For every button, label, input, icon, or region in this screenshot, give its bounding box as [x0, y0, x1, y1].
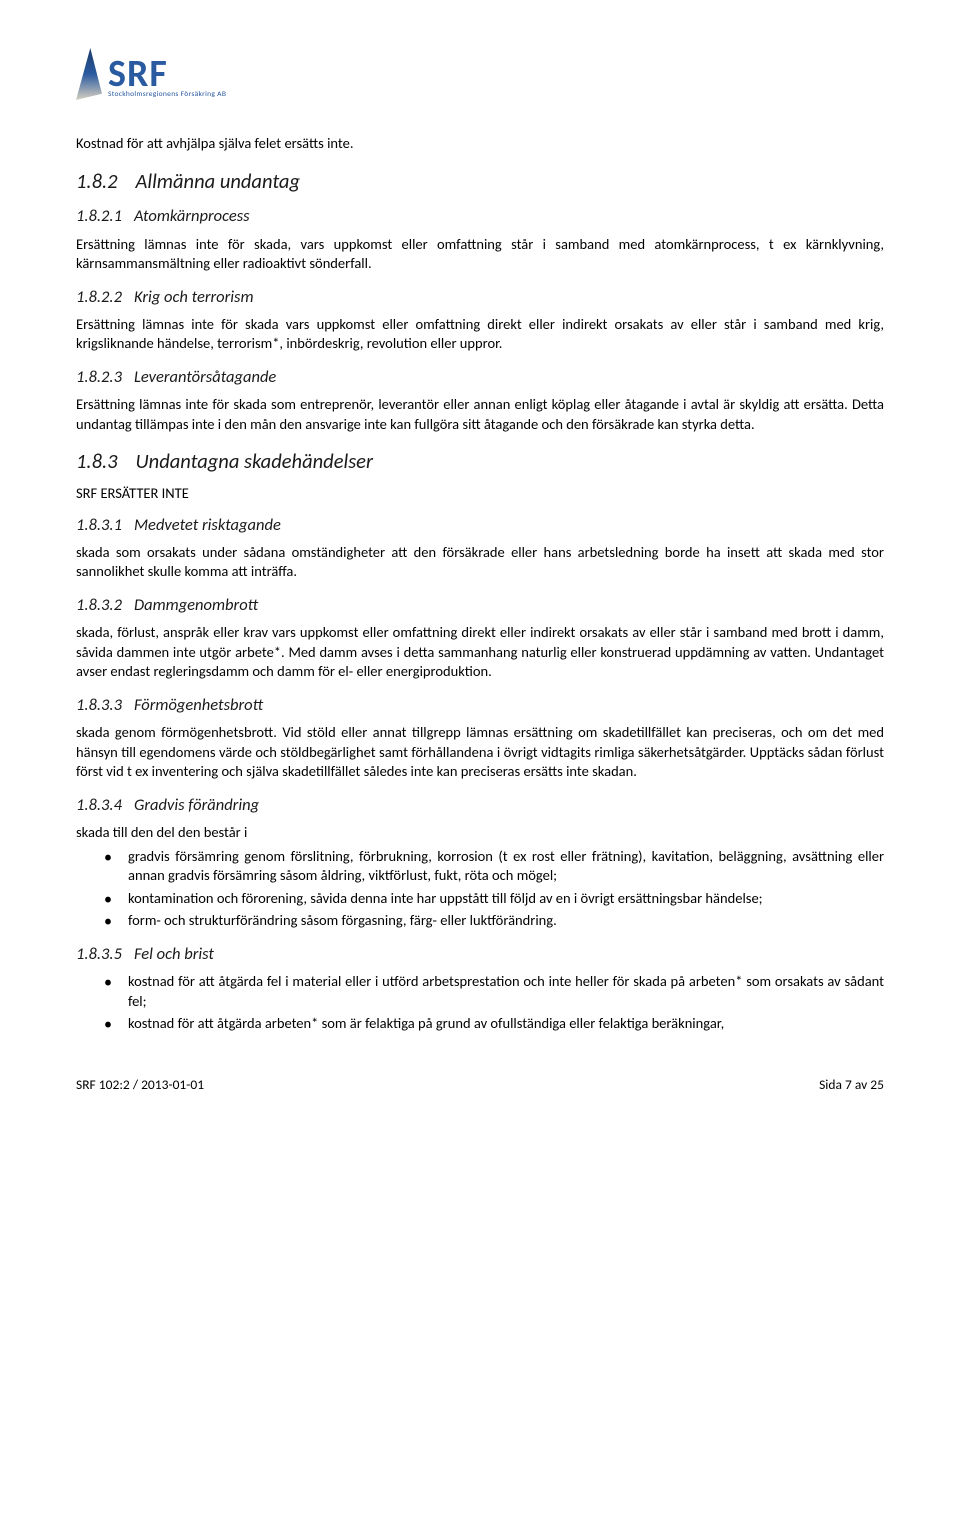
list-item: kontamination och förorening, såvida den… — [104, 889, 884, 909]
heading-1-8-3: 1.8.3 Undantagna skadehändelser — [76, 448, 884, 476]
body-1-8-2-3: Ersättning lämnas inte för skada som ent… — [76, 395, 884, 434]
lead-1-8-3-4: skada till den del den består i — [76, 823, 884, 843]
heading-title: Förmögenhetsbrott — [134, 695, 263, 715]
heading-number: 1.8.2 — [76, 168, 118, 194]
list-item: kostnad för att åtgärda fel i material e… — [104, 972, 884, 1011]
heading-number: 1.8.3.3 — [76, 695, 122, 715]
heading-1-8-2: 1.8.2 Allmänna undantag — [76, 168, 884, 196]
logo-text: SRF Stockholmsregionens Försäkring AB — [108, 58, 226, 100]
heading-1-8-2-1: 1.8.2.1 Atomkärnprocess — [76, 205, 884, 227]
heading-title: Undantagna skadehändelser — [136, 448, 373, 474]
intro-paragraph: Kostnad för att avhjälpa själva felet er… — [76, 134, 884, 154]
body-1-8-3-3: skada genom förmögenhetsbrott. Vid stöld… — [76, 723, 884, 782]
body-1-8-3-2: skada, förlust, anspråk eller krav vars … — [76, 623, 884, 682]
list-1-8-3-4: gradvis försämring genom förslitning, fö… — [104, 847, 884, 931]
heading-title: Atomkärnprocess — [134, 206, 250, 226]
heading-number: 1.8.2.1 — [76, 206, 122, 226]
heading-1-8-2-3: 1.8.2.3 Leverantörsåtagande — [76, 366, 884, 388]
page-footer: SRF 102:2 / 2013-01-01 Sida 7 av 25 — [76, 1076, 884, 1094]
heading-title: Gradvis förändring — [134, 795, 259, 815]
logo-subtitle: Stockholmsregionens Försäkring AB — [108, 90, 226, 100]
heading-number: 1.8.3.1 — [76, 515, 122, 535]
heading-1-8-3-4: 1.8.3.4 Gradvis förändring — [76, 794, 884, 816]
heading-title: Fel och brist — [134, 944, 214, 964]
heading-title: Dammgenombrott — [134, 595, 258, 615]
body-1-8-2-2: Ersättning lämnas inte för skada vars up… — [76, 315, 884, 354]
heading-1-8-3-5: 1.8.3.5 Fel och brist — [76, 943, 884, 965]
heading-number: 1.8.2.2 — [76, 287, 122, 307]
heading-1-8-3-1: 1.8.3.1 Medvetet risktagande — [76, 514, 884, 536]
heading-title: Medvetet risktagande — [134, 515, 281, 535]
list-item: kostnad för att åtgärda arbeten* som är … — [104, 1014, 884, 1034]
heading-1-8-3-2: 1.8.3.2 Dammgenombrott — [76, 594, 884, 616]
list-item: form- och strukturförändring såsom förga… — [104, 911, 884, 931]
heading-number: 1.8.3.5 — [76, 944, 122, 964]
list-1-8-3-5: kostnad för att åtgärda fel i material e… — [104, 972, 884, 1034]
heading-number: 1.8.3.2 — [76, 595, 122, 615]
heading-number: 1.8.3 — [76, 448, 118, 474]
body-1-8-3-1: skada som orsakats under sådana omständi… — [76, 543, 884, 582]
heading-number: 1.8.2.3 — [76, 367, 122, 387]
heading-title: Krig och terrorism — [134, 287, 254, 307]
list-item: gradvis försämring genom förslitning, fö… — [104, 847, 884, 886]
footer-right: Sida 7 av 25 — [819, 1076, 884, 1094]
body-1-8-2-1: Ersättning lämnas inte för skada, vars u… — [76, 235, 884, 274]
logo-sail-icon — [76, 48, 102, 100]
heading-1-8-3-3: 1.8.3.3 Förmögenhetsbrott — [76, 694, 884, 716]
footer-left: SRF 102:2 / 2013-01-01 — [76, 1076, 204, 1094]
heading-1-8-2-2: 1.8.2.2 Krig och terrorism — [76, 286, 884, 308]
heading-number: 1.8.3.4 — [76, 795, 122, 815]
heading-title: Leverantörsåtagande — [134, 367, 276, 387]
logo: SRF Stockholmsregionens Försäkring AB — [76, 48, 884, 100]
lead-1-8-3: SRF ERSÄTTER INTE — [76, 484, 884, 504]
heading-title: Allmänna undantag — [136, 168, 300, 194]
logo-name: SRF — [108, 58, 226, 90]
